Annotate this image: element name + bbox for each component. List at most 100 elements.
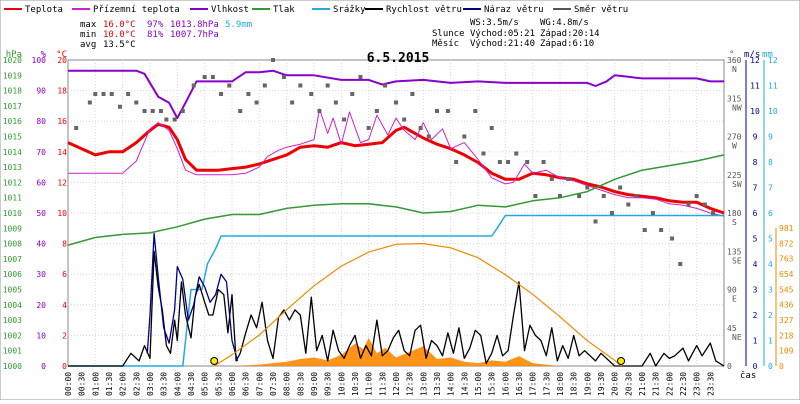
stat-label: max	[80, 20, 97, 30]
wind-direction-point	[227, 83, 232, 88]
wind-direction-point	[533, 194, 538, 198]
wind-direction-point	[481, 151, 486, 156]
wind-direction-point	[93, 92, 98, 96]
wind-direction-point	[172, 117, 177, 122]
x-tick-label: 13:30	[433, 372, 442, 396]
stats-block: max 16.0°C 97% 1013.8hPa 5.9mm min 10.0°C 81% 10…	[80, 20, 252, 50]
x-tick-label: 09:00	[310, 372, 319, 396]
wind-direction-point	[618, 185, 623, 190]
wind-direction-point	[558, 194, 562, 198]
wind-direction-point	[593, 219, 598, 224]
legend-label: Náraz větru	[484, 5, 544, 15]
hpa-axis-tick: 1018	[3, 87, 22, 96]
hpa-axis-tick: 1001	[3, 347, 22, 356]
hpa-axis-tick: 1003	[3, 316, 22, 325]
legend-label: Rychlost větru	[386, 5, 462, 15]
pct-axis-tick: 60	[36, 178, 46, 187]
sun-marker	[210, 357, 219, 365]
dir-axis-tick: 360	[727, 56, 742, 65]
wind-direction-point	[342, 117, 347, 122]
moonset-info: Západ:6:10	[540, 39, 594, 49]
x-tick-label: 20:30	[624, 372, 633, 396]
temp-axis-title: °C	[56, 50, 67, 60]
x-tick-label: 05:30	[214, 372, 223, 396]
grid	[67, 59, 725, 367]
wind-direction-point	[117, 104, 122, 109]
wind-direction-point	[549, 177, 554, 181]
dir-axis-name: NW	[732, 103, 742, 112]
rad-axis-tick: 0	[779, 362, 784, 371]
hpa-axis-tick: 1006	[3, 270, 22, 279]
wind-direction-point	[74, 126, 79, 130]
hpa-axis-tick: 1002	[3, 331, 22, 340]
x-tick-label: 02:30	[132, 372, 141, 396]
wind-direction-point	[702, 202, 707, 207]
sunrise-info: Východ:05:21	[470, 29, 535, 39]
wind-direction-point	[497, 160, 502, 164]
x-tick-label: 22:00	[665, 372, 674, 396]
wind-direction-point	[317, 109, 322, 113]
wind-direction-point	[219, 92, 224, 96]
hpa-axis-tick: 1007	[3, 255, 22, 264]
mm-axis-tick: 2	[768, 311, 773, 320]
mm-axis-tick: 7	[768, 184, 773, 193]
temp-axis-tick: 20	[57, 56, 67, 65]
x-tick-label: 00:30	[78, 372, 87, 396]
x-tick-label: 10:00	[337, 372, 346, 396]
wind-direction-point	[445, 109, 450, 113]
dir-axis-name: S	[732, 218, 737, 227]
legend-label: Teplota	[25, 5, 63, 15]
mm-axis-tick: 11	[768, 82, 778, 91]
dir-axis-tick: 180	[727, 209, 742, 218]
wind-direction-point	[525, 160, 530, 164]
ms-axis-tick: 5	[753, 235, 758, 244]
wind-speed-info: WS:3.5m/s	[470, 18, 519, 28]
x-tick-label: 12:30	[406, 372, 415, 396]
hpa-axis-tick: 1017	[3, 102, 22, 111]
x-tick-label: 13:00	[419, 372, 428, 396]
wind-direction-point	[585, 185, 590, 190]
wind-direction-point	[271, 58, 275, 62]
hpa-axis-tick: 1016	[3, 117, 22, 126]
wind-direction-point	[101, 92, 106, 96]
x-tick-label: 08:30	[296, 372, 305, 396]
wind-direction-point	[142, 109, 147, 113]
temp-axis-tick: 4	[62, 301, 67, 310]
rad-axis-tick: 654	[779, 270, 794, 279]
hpa-axis-title: hPa	[6, 50, 22, 60]
x-tick-label: 23:30	[706, 372, 715, 396]
rad-axis-tick: 327	[779, 316, 794, 325]
x-tick-label: 04:30	[187, 372, 196, 396]
x-tick-label: 14:00	[447, 372, 456, 396]
series-line-vlhkost	[68, 69, 724, 120]
mm-axis-tick: 9	[768, 133, 773, 142]
ms-axis-tick: 2	[753, 311, 758, 320]
stat-value: 97%	[147, 20, 164, 30]
wind-direction-point	[290, 100, 295, 105]
wind-direction-point	[686, 202, 691, 207]
pct-axis-tick: 20	[36, 301, 46, 310]
stat-label: avg	[80, 40, 96, 50]
pct-axis-tick: 50	[36, 209, 46, 218]
dir-axis-name: NE	[732, 333, 742, 342]
mm-axis-tick: 1	[768, 337, 773, 346]
legend-label: Vlhkost	[211, 5, 249, 15]
chart-title: 6.5.2015	[367, 51, 430, 66]
dir-axis-tick: 90	[727, 286, 737, 295]
rad-axis-tick: 981	[779, 224, 794, 233]
hpa-axis-tick: 1008	[3, 240, 22, 249]
wind-direction-point	[333, 100, 338, 105]
wind-direction-point	[358, 75, 363, 79]
pct-axis-tick: 70	[36, 148, 46, 157]
x-tick-label: 21:30	[652, 372, 661, 396]
stat-value: 1007.7hPa	[170, 30, 219, 40]
wind-direction-point	[325, 83, 330, 88]
x-tick-label: 01:00	[91, 372, 100, 396]
rad-axis-tick: 763	[779, 255, 794, 264]
sun-label: Slunce	[432, 29, 465, 39]
wind-direction-point	[180, 109, 185, 113]
wind-direction-point	[366, 126, 371, 130]
mm-axis-tick: 6	[768, 209, 773, 218]
x-tick-label: 06:30	[242, 372, 251, 396]
